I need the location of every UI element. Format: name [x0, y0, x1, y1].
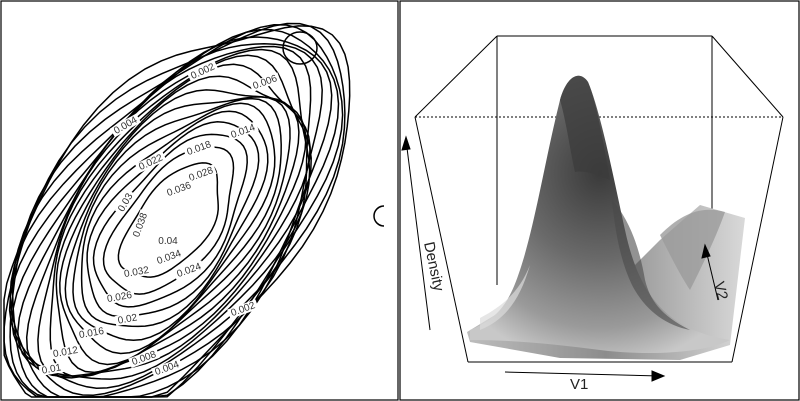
contour-label-bg	[151, 358, 183, 379]
density-arrow	[405, 139, 431, 331]
contour-level-0.02	[37, 63, 311, 379]
contour-label-bg	[49, 344, 82, 360]
contour-label-bg	[153, 247, 185, 268]
contour-level-0.018	[25, 54, 312, 378]
contour-label-bg	[155, 236, 181, 246]
v2-arrow	[705, 249, 719, 301]
contour-label: 0.04	[158, 236, 178, 247]
v2-arrowhead	[701, 243, 711, 259]
contour-label-bg	[38, 362, 65, 377]
contour-label-bg	[120, 264, 153, 280]
contour-label-bg	[227, 121, 259, 142]
contour-label-bg	[130, 209, 151, 241]
contour-label: 0.026	[106, 290, 133, 305]
surface-panel: Density V1 V2	[399, 0, 800, 401]
contour-level-0.03	[72, 102, 276, 342]
contour-level-0.004	[3, 22, 346, 398]
v1-arrow	[504, 371, 661, 377]
v1-arrowhead	[651, 370, 666, 382]
contour-label-bg	[135, 151, 167, 174]
contour-label-bg	[183, 138, 215, 159]
contour-label-bg	[249, 72, 281, 93]
contour-label: 0.01	[41, 362, 63, 376]
contour-label-bg	[114, 312, 141, 327]
contour-level-0.034	[86, 121, 260, 318]
contour-blob-right	[373, 205, 385, 227]
contour-label-bg	[187, 60, 219, 83]
box-back-edges	[414, 35, 784, 285]
density-arrowhead	[401, 135, 411, 151]
contour-label: 0.032	[123, 265, 150, 280]
contour-level-0.026	[59, 96, 291, 366]
contour-level-0.032	[80, 110, 269, 328]
contour-level-0.002	[3, 25, 351, 398]
xlabel-v1: V1	[570, 376, 588, 393]
contour-level-0.012	[8, 43, 323, 396]
density-surface	[467, 75, 745, 360]
contour-label-bg	[173, 260, 205, 281]
contour-label-bg	[185, 164, 217, 185]
contour-label: 0.02	[117, 312, 139, 326]
contour-lines	[3, 22, 351, 398]
contour-label-bg	[128, 348, 160, 369]
axis-arrows	[401, 135, 719, 382]
contour-label: 0.012	[52, 345, 79, 360]
ylabel-v2: V2	[710, 280, 731, 302]
contour-label-bg	[227, 299, 259, 320]
contour-label-bg	[75, 325, 108, 341]
contour-label-bg	[114, 189, 136, 216]
contour-level-0.038	[102, 146, 235, 295]
contour-label-bg	[163, 179, 195, 200]
contour-label-bg	[110, 113, 141, 138]
contour-label: 0.016	[78, 326, 105, 341]
box-front-edges	[414, 116, 784, 363]
contour-blob-top	[282, 31, 318, 65]
contour-label-bg	[103, 289, 136, 305]
